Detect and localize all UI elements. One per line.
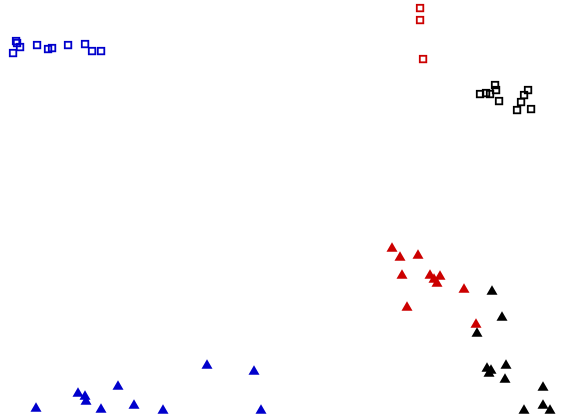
triangle-point (401, 301, 413, 311)
triangle-point (544, 404, 556, 414)
triangle-point (396, 269, 408, 279)
triangle-point (434, 270, 446, 280)
triangle-point (201, 359, 213, 369)
triangle-point (79, 390, 91, 400)
triangle-point (481, 362, 493, 372)
triangle-point (80, 395, 92, 405)
triangle-point (95, 403, 107, 413)
triangle-point (386, 242, 398, 252)
triangle-point (248, 365, 260, 375)
triangle-point (424, 269, 436, 279)
square-point (11, 36, 21, 46)
triangle-point (255, 404, 267, 414)
triangle-point (500, 359, 512, 369)
square-point (87, 46, 97, 56)
square-point (523, 85, 533, 95)
triangle-point (157, 404, 169, 414)
triangle-point (72, 387, 84, 397)
square-point (418, 54, 428, 64)
square-point (32, 40, 42, 50)
square-point (96, 46, 106, 56)
triangle-point (128, 399, 140, 409)
triangle-point (458, 283, 470, 293)
triangle-point (471, 327, 483, 337)
triangle-point (30, 402, 42, 412)
square-point (481, 88, 491, 98)
square-point (47, 43, 57, 53)
triangle-point (537, 381, 549, 391)
triangle-point (486, 285, 498, 295)
square-point (491, 85, 501, 95)
triangle-point (394, 251, 406, 261)
square-point (63, 40, 73, 50)
triangle-point (496, 311, 508, 321)
square-point (494, 96, 504, 106)
triangle-point (499, 373, 511, 383)
square-point (512, 105, 522, 115)
square-point (490, 80, 500, 90)
triangle-point (412, 249, 424, 259)
square-point (12, 38, 22, 48)
triangle-point (470, 318, 482, 328)
square-point (80, 39, 90, 49)
triangle-point (112, 380, 124, 390)
triangle-point (537, 399, 549, 409)
plot-marks (8, 3, 556, 414)
square-point (8, 48, 18, 58)
square-point (415, 3, 425, 13)
triangle-point (518, 404, 530, 414)
square-point (516, 97, 526, 107)
square-point (526, 104, 536, 114)
square-point (415, 15, 425, 25)
